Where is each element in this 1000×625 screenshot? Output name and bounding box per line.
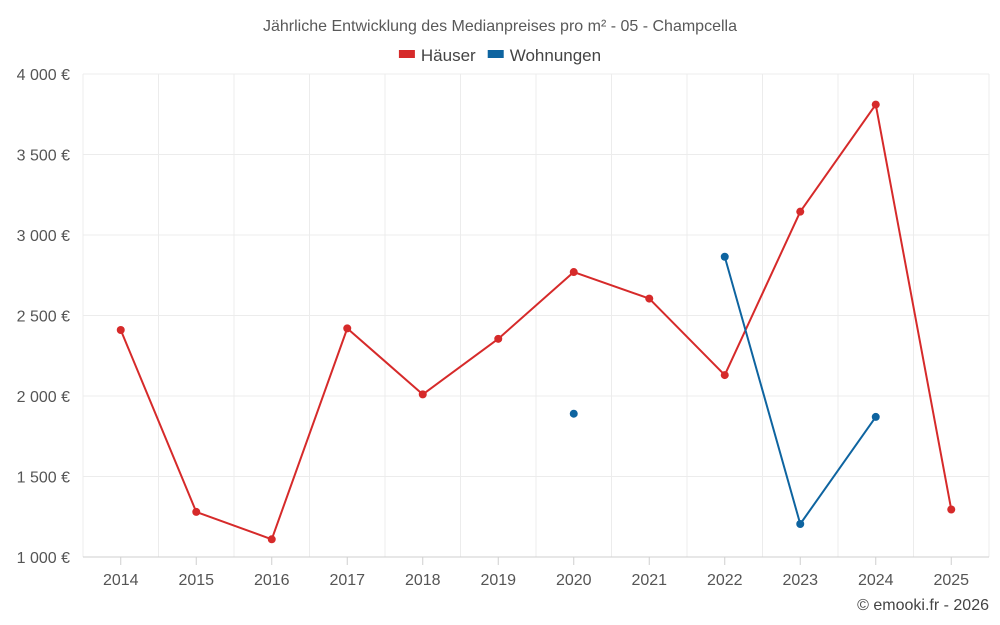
y-tick-label: 3 500 €	[17, 148, 70, 165]
data-point[interactable]	[343, 324, 352, 333]
x-tick-label: 2019	[480, 572, 516, 589]
data-point[interactable]	[418, 390, 427, 399]
data-point[interactable]	[192, 507, 201, 516]
data-point[interactable]	[871, 412, 880, 421]
data-point[interactable]	[494, 334, 503, 343]
y-tick-label: 2 000 €	[17, 389, 70, 406]
series-0	[116, 100, 956, 544]
series-line	[723, 256, 877, 525]
data-point[interactable]	[796, 207, 805, 216]
data-point[interactable]	[116, 325, 125, 334]
data-point[interactable]	[267, 535, 276, 544]
legend-swatch	[487, 50, 504, 58]
x-axis: 2014 2015 2016 2017 2018 2019 2020 2021 2022 2023…	[103, 557, 969, 589]
x-tick-label: 2022	[707, 572, 743, 589]
y-tick-label: 4 000 €	[17, 67, 70, 84]
legend-label: Häuser	[421, 46, 476, 65]
grid	[82, 73, 990, 558]
legend-swatch	[398, 50, 415, 58]
x-tick-label: 2024	[858, 572, 894, 589]
legend-item[interactable]: Wohnungen	[487, 46, 601, 65]
credit: © emooki.fr - 2026	[857, 597, 989, 614]
data-point[interactable]	[569, 409, 578, 418]
data-point[interactable]	[947, 505, 956, 514]
x-tick-label: 2025	[933, 572, 969, 589]
series-line	[119, 103, 953, 541]
data-point[interactable]	[569, 268, 578, 277]
y-axis: 1 000 € 1 500 € 2 000 € 2 500 € 3 000 € 3 500…	[17, 67, 70, 567]
series-layer	[116, 100, 956, 544]
x-tick-label: 2015	[178, 572, 214, 589]
data-point[interactable]	[720, 252, 729, 261]
legend: Häuser Wohnungen	[398, 46, 601, 65]
x-tick-label: 2017	[329, 572, 365, 589]
data-point[interactable]	[871, 100, 880, 109]
chart-title: Jährliche Entwicklung des Medianpreises …	[263, 18, 737, 35]
y-tick-label: 2 500 €	[17, 309, 70, 326]
y-tick-label: 1 500 €	[17, 470, 70, 487]
data-point[interactable]	[645, 294, 654, 303]
x-tick-label: 2016	[254, 572, 290, 589]
data-point[interactable]	[796, 519, 805, 528]
series-1	[569, 252, 880, 528]
legend-item[interactable]: Häuser	[398, 46, 476, 65]
legend-label: Wohnungen	[510, 46, 601, 65]
y-tick-label: 1 000 €	[17, 550, 70, 567]
x-tick-label: 2018	[405, 572, 441, 589]
x-tick-label: 2020	[556, 572, 592, 589]
data-point[interactable]	[720, 371, 729, 380]
x-tick-label: 2021	[631, 572, 667, 589]
y-tick-label: 3 000 €	[17, 228, 70, 245]
x-tick-label: 2023	[782, 572, 818, 589]
x-tick-label: 2014	[103, 572, 139, 589]
